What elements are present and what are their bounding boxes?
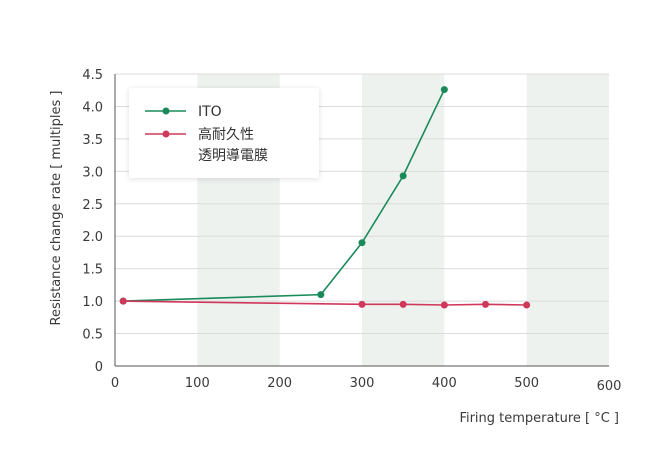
legend-label: ITO (198, 104, 222, 120)
x-tick-label: 200 (267, 376, 292, 391)
data-point (482, 300, 489, 308)
x-tick-labels: 0 100 200 300 400 500 600 (111, 376, 622, 394)
y-axis-title: Resistance change rate [ multiples ] (49, 91, 64, 326)
y-tick-label: 0 (95, 360, 103, 375)
y-tick-label: 0.5 (82, 328, 103, 343)
y-tick-label: 2.0 (82, 230, 103, 245)
data-point (358, 300, 366, 308)
legend-label: 透明導電膜 (198, 148, 268, 164)
x-tick-label: 400 (432, 376, 457, 391)
y-tick-labels: 0 0.5 1.0 1.5 2.0 2.5 3.0 3.5 4.0 4.5 (82, 68, 103, 375)
data-point (119, 297, 127, 305)
legend-label: 高耐久性 (198, 126, 254, 143)
x-tick-label: 600 (597, 379, 622, 394)
data-point (523, 301, 531, 309)
data-point (440, 301, 448, 309)
y-tick-label: 2.5 (82, 198, 103, 213)
y-tick-label: 4.0 (82, 100, 103, 115)
legend-item-0: ITO (145, 104, 222, 120)
axes (114, 74, 609, 367)
y-tick-label: 4.5 (82, 68, 103, 83)
shaded-band-2 (526, 74, 609, 366)
y-tick-label: 1.0 (82, 295, 103, 310)
legend-swatch-marker (162, 107, 170, 115)
data-point (317, 291, 325, 299)
x-tick-label: 500 (514, 376, 539, 391)
series-1 (119, 297, 531, 309)
legend-swatch-marker (162, 130, 170, 138)
series-line (123, 300, 527, 306)
series-group (119, 86, 531, 309)
legend-box (129, 88, 319, 178)
shaded-band-1 (362, 74, 445, 366)
y-tick-label: 3.5 (82, 133, 103, 148)
x-tick-label: 100 (185, 376, 210, 391)
x-tick-label: 300 (350, 376, 375, 391)
data-point (399, 172, 407, 180)
data-point (440, 86, 448, 94)
x-axis-title: Firing temperature [ °C ] (459, 411, 619, 426)
data-point (399, 300, 407, 308)
grid-lines (115, 73, 609, 335)
x-tick-label: 0 (111, 376, 119, 391)
y-tick-label: 1.5 (82, 263, 103, 278)
data-point (358, 239, 366, 247)
y-tick-label: 3.0 (82, 165, 103, 180)
